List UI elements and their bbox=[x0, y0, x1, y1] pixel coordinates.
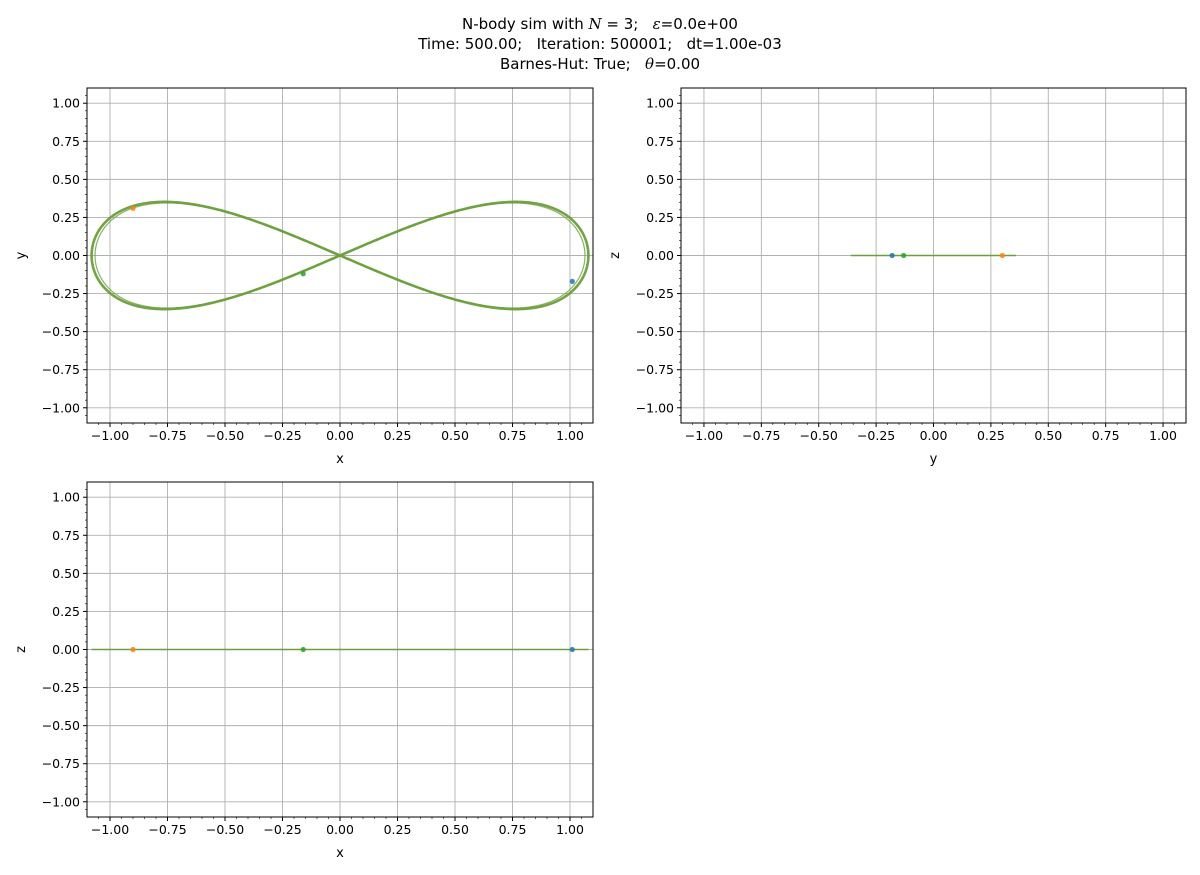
body-3-marker bbox=[301, 271, 306, 276]
y-tick-label: −1.00 bbox=[42, 400, 80, 415]
body-2-marker bbox=[130, 647, 135, 652]
y-axis-label: z bbox=[608, 252, 623, 259]
y-tick-label: −0.25 bbox=[42, 680, 80, 695]
y-tick-label: −0.50 bbox=[636, 324, 674, 339]
x-tick-label: 0.75 bbox=[1092, 428, 1120, 443]
x-tick-label: −0.25 bbox=[263, 822, 301, 837]
y-tick-label: 0.25 bbox=[52, 210, 80, 225]
y-axis-label: z bbox=[14, 646, 29, 653]
y-tick-label: −0.75 bbox=[42, 756, 80, 771]
y-tick-label: −0.25 bbox=[636, 286, 674, 301]
x-tick-label: 0.25 bbox=[384, 822, 412, 837]
panel-xy: −1.00 −1.00 −0.75 −0.75 −0.50 −0.50 −0.25 −0.25… bbox=[14, 88, 593, 467]
x-tick-label: −0.50 bbox=[800, 428, 838, 443]
y-tick-label: 1.00 bbox=[646, 96, 674, 111]
x-tick-label: 1.00 bbox=[556, 822, 584, 837]
x-tick-label: 0.75 bbox=[499, 428, 527, 443]
y-tick-label: 0.75 bbox=[646, 134, 674, 149]
x-tick-label: 1.00 bbox=[1149, 428, 1177, 443]
body-2-marker bbox=[1000, 253, 1005, 258]
y-tick-label: −0.75 bbox=[42, 362, 80, 377]
panel-xz: −1.00 −1.00 −0.75 −0.75 −0.50 −0.50 −0.25 −0.25… bbox=[14, 482, 593, 861]
x-tick-label: −0.25 bbox=[857, 428, 895, 443]
y-tick-label: 0.00 bbox=[52, 642, 80, 657]
y-tick-label: 1.00 bbox=[52, 490, 80, 505]
x-tick-label: 0.25 bbox=[977, 428, 1005, 443]
y-tick-label: 0.25 bbox=[646, 210, 674, 225]
x-tick-label: 0.50 bbox=[441, 822, 469, 837]
x-tick-label: −0.75 bbox=[742, 428, 780, 443]
body-1-marker bbox=[890, 253, 895, 258]
y-axis-label: y bbox=[14, 251, 29, 259]
y-tick-label: −0.50 bbox=[42, 718, 80, 733]
x-tick-label: −0.50 bbox=[206, 428, 244, 443]
x-tick-label: 0.75 bbox=[499, 822, 527, 837]
x-tick-label: −1.00 bbox=[91, 428, 129, 443]
y-tick-label: 0.75 bbox=[52, 528, 80, 543]
body-1-marker bbox=[570, 647, 575, 652]
y-tick-label: 1.00 bbox=[52, 96, 80, 111]
y-tick-label: −0.50 bbox=[42, 324, 80, 339]
x-tick-label: 1.00 bbox=[556, 428, 584, 443]
x-tick-label: 0.50 bbox=[441, 428, 469, 443]
body-2-marker bbox=[130, 206, 135, 211]
x-tick-label: −0.25 bbox=[263, 428, 301, 443]
y-tick-label: 0.50 bbox=[52, 566, 80, 581]
y-tick-label: 0.00 bbox=[646, 248, 674, 263]
y-tick-label: 0.50 bbox=[52, 172, 80, 187]
x-tick-label: 0.00 bbox=[920, 428, 948, 443]
x-axis-label: x bbox=[336, 452, 344, 467]
y-tick-label: −1.00 bbox=[636, 400, 674, 415]
y-tick-label: −1.00 bbox=[42, 794, 80, 809]
y-tick-label: 0.00 bbox=[52, 248, 80, 263]
x-tick-label: −1.00 bbox=[685, 428, 723, 443]
x-tick-label: −0.50 bbox=[206, 822, 244, 837]
x-axis-label: x bbox=[336, 846, 344, 861]
body-3-marker bbox=[901, 253, 906, 258]
y-tick-label: 0.50 bbox=[646, 172, 674, 187]
panel-yz: −1.00 −1.00 −0.75 −0.75 −0.50 −0.50 −0.25 −0.25… bbox=[608, 88, 1186, 467]
x-tick-label: −1.00 bbox=[91, 822, 129, 837]
x-tick-label: 0.00 bbox=[326, 428, 354, 443]
body-1-marker bbox=[570, 279, 575, 284]
y-tick-label: 0.25 bbox=[52, 604, 80, 619]
body-3-marker bbox=[301, 647, 306, 652]
x-tick-label: 0.00 bbox=[326, 822, 354, 837]
x-tick-label: 0.25 bbox=[384, 428, 412, 443]
y-tick-label: −0.25 bbox=[42, 286, 80, 301]
x-axis-label: y bbox=[930, 452, 938, 467]
x-tick-label: −0.75 bbox=[148, 428, 186, 443]
x-tick-label: 0.50 bbox=[1034, 428, 1062, 443]
y-tick-label: 0.75 bbox=[52, 134, 80, 149]
x-tick-label: −0.75 bbox=[148, 822, 186, 837]
y-tick-label: −0.75 bbox=[636, 362, 674, 377]
